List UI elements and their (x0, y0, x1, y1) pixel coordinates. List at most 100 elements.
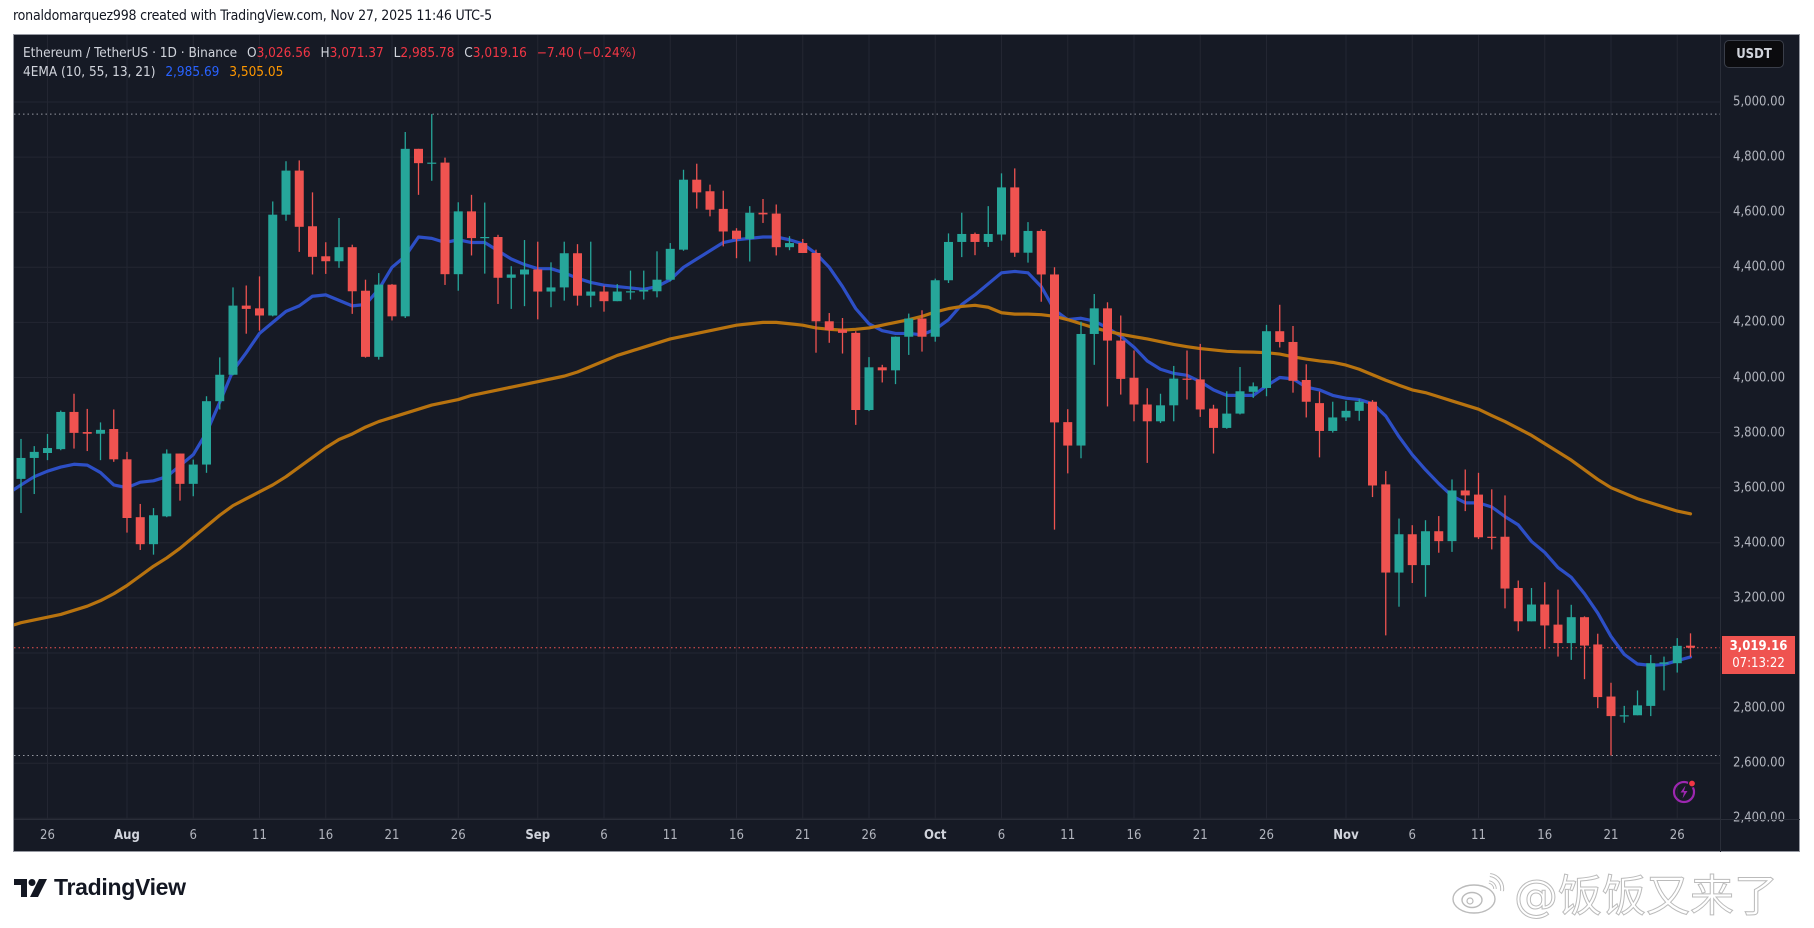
candle-down[interactable] (175, 453, 185, 484)
candle-down[interactable] (308, 226, 317, 257)
candle-down[interactable] (135, 517, 145, 545)
candle-down[interactable] (1553, 624, 1563, 644)
candle-up[interactable] (785, 243, 794, 248)
candle-down[interactable] (917, 318, 927, 337)
candle-down[interactable] (798, 243, 808, 253)
candle-down[interactable] (692, 179, 702, 193)
candle-up[interactable] (679, 179, 688, 250)
candle-down[interactable] (1460, 490, 1470, 496)
candle-up[interactable] (612, 291, 622, 302)
tradingview-brand[interactable]: TradingView (14, 874, 186, 901)
candle-up[interactable] (149, 515, 158, 545)
candle-down[interactable] (758, 212, 768, 215)
candle-up[interactable] (904, 318, 914, 337)
candle-up[interactable] (1646, 663, 1656, 706)
candle-down[interactable] (1593, 644, 1603, 698)
candle-down[interactable] (1063, 422, 1073, 446)
candle-down[interactable] (877, 367, 887, 371)
candle-down[interactable] (838, 329, 847, 333)
candle-up[interactable] (665, 248, 675, 280)
candle-down[interactable] (732, 230, 741, 239)
candle-down[interactable] (573, 253, 582, 296)
candle-up[interactable] (586, 291, 596, 296)
candle-down[interactable] (440, 162, 450, 275)
candle-up[interactable] (453, 211, 463, 275)
candle-down[interactable] (347, 247, 357, 292)
candle-down[interactable] (387, 284, 397, 317)
candle-up[interactable] (1659, 662, 1669, 664)
candle-down[interactable] (1103, 308, 1112, 341)
candle-up[interactable] (1633, 705, 1642, 716)
candle-up[interactable] (56, 411, 66, 450)
candle-up[interactable] (1354, 401, 1364, 411)
candle-up[interactable] (29, 451, 39, 458)
candle-down[interactable] (1182, 378, 1192, 380)
candle-up[interactable] (1089, 308, 1099, 334)
candle-down[interactable] (361, 290, 370, 357)
candle-up[interactable] (652, 279, 662, 292)
indicator-name[interactable]: 4EMA (10, 55, 13, 21) (23, 64, 156, 80)
candle-up[interactable] (520, 269, 529, 275)
time-axis[interactable]: 26 Aug 6 11 16 21 26 Sep 6 11 16 21 26 Oct 6 11 16 21 26 No… (14, 819, 1720, 852)
candle-up[interactable] (96, 429, 105, 434)
candle-down[interactable] (811, 252, 821, 322)
candle-up[interactable] (400, 148, 410, 317)
candle-down[interactable] (1487, 536, 1497, 538)
candle-up[interactable] (228, 305, 238, 375)
candle-down[interactable] (1142, 404, 1152, 422)
candle-down[interactable] (1275, 331, 1285, 342)
candle-up[interactable] (1262, 331, 1271, 388)
candle-down[interactable] (771, 213, 781, 248)
candle-up[interactable] (1527, 604, 1536, 622)
candle-up[interactable] (1447, 490, 1457, 542)
candle-up[interactable] (1023, 230, 1033, 253)
candle-up[interactable] (43, 448, 52, 453)
candle-up[interactable] (1156, 405, 1165, 422)
candle-down[interactable] (1116, 340, 1126, 379)
candle-up[interactable] (864, 367, 874, 411)
candle-up[interactable] (944, 241, 953, 281)
candle-up[interactable] (1169, 378, 1179, 406)
candlestick-chart[interactable] (14, 35, 1720, 819)
candle-down[interactable] (321, 256, 331, 262)
candle-up[interactable] (559, 253, 569, 288)
candle-down[interactable] (851, 332, 861, 411)
candle-up[interactable] (480, 236, 490, 239)
candle-down[interactable] (970, 233, 980, 242)
candle-down[interactable] (718, 208, 728, 232)
candle-up[interactable] (1076, 333, 1086, 446)
candle-down[interactable] (414, 148, 423, 164)
candle-up[interactable] (626, 291, 635, 293)
candle-up[interactable] (1566, 617, 1576, 644)
candle-up[interactable] (639, 289, 649, 292)
candle-up[interactable] (930, 280, 940, 337)
candle-up[interactable] (202, 401, 211, 465)
candle-up[interactable] (215, 374, 225, 402)
candle-down[interactable] (241, 305, 251, 309)
candle-down[interactable] (599, 291, 609, 302)
candle-up[interactable] (1235, 391, 1245, 414)
candle-up[interactable] (957, 233, 967, 242)
candle-up[interactable] (1672, 645, 1682, 664)
candle-down[interactable] (1686, 645, 1695, 648)
candle-up[interactable] (281, 170, 291, 215)
candle-down[interactable] (1407, 534, 1417, 566)
candle-down[interactable] (69, 411, 79, 433)
candle-down[interactable] (82, 432, 92, 434)
candle-down[interactable] (705, 191, 715, 210)
candle-up[interactable] (268, 214, 278, 316)
candle-up[interactable] (427, 162, 437, 164)
candle-down[interactable] (493, 236, 503, 278)
candle-up[interactable] (334, 247, 344, 262)
candle-down[interactable] (122, 459, 132, 519)
candle-up[interactable] (162, 453, 172, 517)
candle-down[interactable] (1050, 274, 1059, 423)
symbol-title[interactable]: Ethereum / TetherUS · 1D · Binance (23, 45, 238, 61)
candle-down[interactable] (824, 321, 834, 331)
candle-down[interactable] (1288, 341, 1298, 381)
candle-down[interactable] (1500, 536, 1510, 589)
candle-up[interactable] (997, 187, 1006, 235)
chart-plot-area[interactable] (14, 35, 1720, 819)
candle-down[interactable] (1209, 408, 1218, 428)
candle-up[interactable] (1421, 531, 1430, 566)
